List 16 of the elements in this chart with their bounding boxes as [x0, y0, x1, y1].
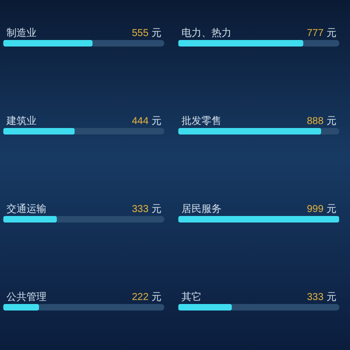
y-tick-label: 公共管理: [6, 291, 46, 303]
y-tick-label: 批发零售: [181, 115, 222, 127]
data-label: 333 元: [132, 204, 162, 215]
data-label: 222 元: [132, 292, 162, 303]
y-tick-label: 制造业: [6, 27, 36, 39]
data-label: 444 元: [132, 116, 162, 127]
data-label: 555 元: [132, 28, 162, 39]
y-tick-label: 交通运输: [6, 203, 46, 215]
y-tick-label: 其它: [181, 291, 202, 303]
data-label: 888 元: [306, 116, 336, 127]
y-tick-label: 居民服务: [181, 203, 222, 215]
data-label: 333 元: [306, 292, 336, 303]
data-label: 777 元: [306, 28, 336, 39]
data-label: 999 元: [306, 204, 336, 215]
y-tick-label: 建筑业: [5, 115, 36, 127]
y-tick-label: 电力、热力: [181, 27, 232, 39]
